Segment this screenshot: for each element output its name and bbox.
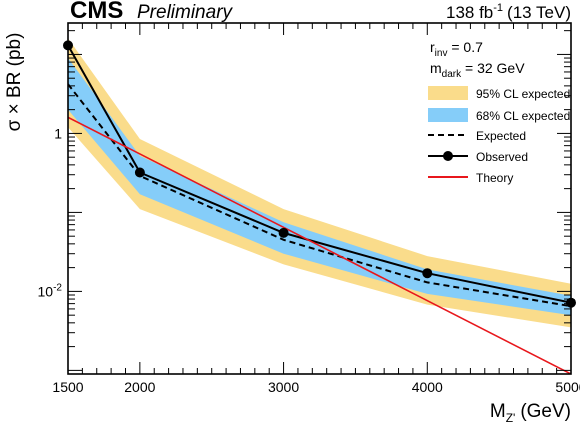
param-mdark: mdark = 32 GeV <box>430 60 525 80</box>
x-tick-label: 1500 <box>52 379 83 395</box>
legend-label-95: 95% CL expected <box>476 87 570 101</box>
x-tick-label: 3000 <box>268 379 299 395</box>
x-tick-label: 2000 <box>124 379 155 395</box>
param-rinv: rinv = 0.7 <box>430 39 483 59</box>
observed-point <box>278 227 289 238</box>
plot-frame <box>67 22 572 375</box>
uncertainty-bands <box>68 38 571 328</box>
series-theory <box>68 116 571 374</box>
experiment-label: CMS <box>70 0 123 24</box>
y-axis-title: σ × BR (pb) <box>4 33 25 132</box>
luminosity-label: 138 fb-1 (13 TeV) <box>446 2 571 22</box>
legend-label-68: 68% CL expected <box>476 109 570 123</box>
observed-point <box>422 268 433 279</box>
observed-point <box>134 167 145 178</box>
y-tick-label: 10-2 <box>38 282 63 299</box>
band-68 <box>68 58 571 316</box>
y-tick-label: 1 <box>54 125 62 141</box>
series-expected <box>68 83 571 308</box>
legend-swatch-68 <box>428 108 468 122</box>
legend-swatch-95 <box>428 86 468 100</box>
lumi-value: 138 fb <box>446 3 493 22</box>
legend-label-theory: Theory <box>476 171 513 185</box>
legend-label-observed: Observed <box>476 150 528 164</box>
x-tick-label: 4000 <box>412 379 443 395</box>
lumi-energy: (13 TeV) <box>507 3 571 22</box>
tick-labels: 1500 2000 3000 4000 5000 1 10-2 <box>38 125 580 395</box>
legend: 95% CL expected 68% CL expected Expected… <box>428 86 570 185</box>
lumi-exponent: -1 <box>493 2 503 14</box>
x-tick-label: 5000 <box>555 379 580 395</box>
legend-label-expected: Expected <box>476 129 526 143</box>
legend-swatch-observed-marker <box>443 151 453 161</box>
status-label: Preliminary <box>137 2 234 23</box>
x-axis-title: MZ' (GeV) <box>490 401 571 425</box>
axis-ticks <box>67 23 572 375</box>
